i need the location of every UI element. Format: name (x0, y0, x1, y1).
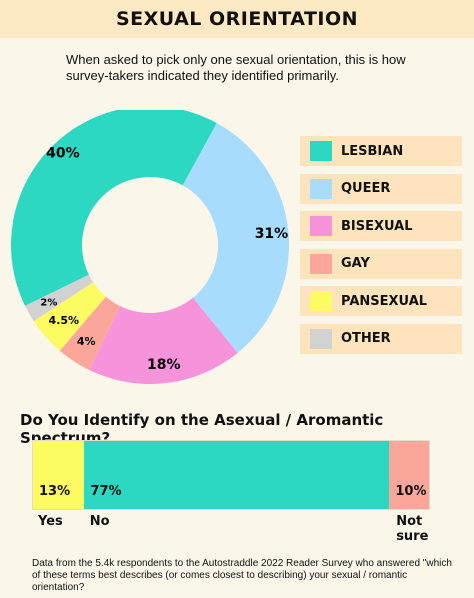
legend-label: OTHER (341, 331, 391, 346)
legend-label: QUEER (341, 181, 391, 196)
bar-segment-no: 77% (84, 441, 390, 509)
chart-title: SEXUAL ORIENTATION (0, 0, 474, 38)
bar-segment-yes: 13% (33, 441, 85, 509)
slice-label-lesbian: 40% (46, 146, 80, 162)
legend-swatch (310, 291, 332, 311)
bar-category-label: Not sure (396, 514, 429, 544)
bar-value-label: 10% (395, 484, 427, 499)
stacked-bar: 13% 77% 10% (32, 440, 430, 510)
slice-other (25, 274, 94, 322)
legend-item-queer: QUEER (300, 173, 462, 204)
chart-subtitle: When asked to pick only one sexual orien… (66, 52, 406, 83)
legend-item-bisexual: BISEXUAL (300, 211, 462, 241)
slice-bisexual (89, 297, 238, 385)
slice-pansexual (33, 282, 106, 351)
legend-label: LESBIAN (341, 143, 404, 159)
bar-category-label: Yes (38, 514, 63, 529)
legend-item-pansexual: PANSEXUAL (300, 286, 462, 316)
slice-gay (59, 296, 121, 370)
slice-label-pansexual: 4.5% (49, 314, 80, 327)
legend-swatch (310, 253, 332, 274)
bar-segment-not-sure: 10% (389, 441, 429, 509)
donut-chart: 40% 31% 18% 4% 4.5% 2% (11, 110, 289, 385)
legend-swatch (310, 141, 332, 161)
bar-value-label: 13% (39, 484, 71, 499)
slice-label-bisexual: 18% (147, 357, 181, 373)
slice-queer (182, 123, 289, 353)
legend-item-other: OTHER (300, 323, 462, 354)
legend-swatch (310, 328, 332, 349)
stacked-bar-labels: Yes No Not sure (0, 514, 474, 544)
legend-swatch (310, 178, 332, 199)
slice-label-gay: 4% (77, 335, 96, 348)
bar-category-label: No (89, 514, 110, 529)
slice-lesbian (11, 110, 217, 306)
chart-title-text: SEXUAL ORIENTATION (115, 8, 359, 30)
legend-swatch (310, 216, 332, 236)
legend: LESBIAN QUEER BISEXUAL GAY PANSEXUAL OTHER (300, 136, 462, 361)
legend-item-gay: GAY (300, 248, 462, 279)
bar-value-label: 77% (90, 484, 122, 499)
legend-label: BISEXUAL (341, 218, 413, 234)
legend-label: GAY (341, 256, 370, 271)
slice-label-queer: 31% (255, 226, 289, 242)
legend-item-lesbian: LESBIAN (300, 136, 462, 166)
slice-label-other: 2% (40, 297, 57, 308)
legend-label: PANSEXUAL (341, 293, 428, 309)
footnote: Data from the 5.4k respondents to the Au… (32, 558, 452, 593)
